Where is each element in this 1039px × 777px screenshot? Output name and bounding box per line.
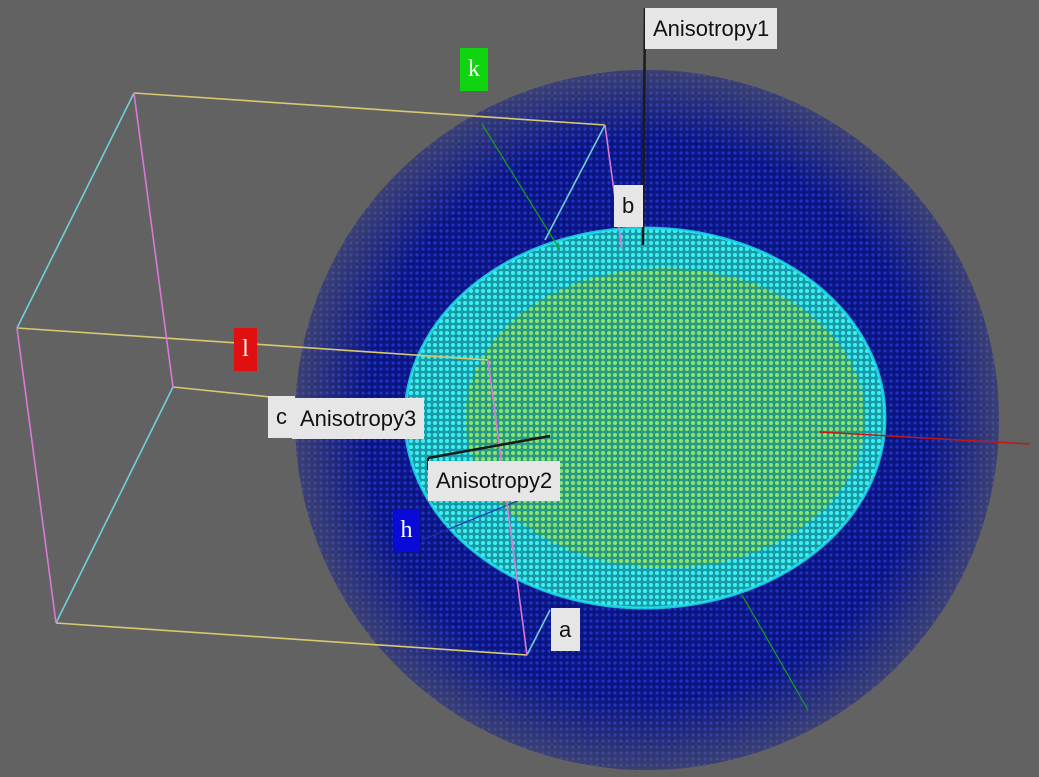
anisotropy3-label: Anisotropy3 — [292, 398, 425, 439]
a-axis-label: a — [551, 608, 580, 651]
anisotropy1-label: Anisotropy1 — [645, 8, 778, 49]
k-axis-line-lower — [741, 594, 809, 711]
l-axis-label: l — [234, 328, 257, 371]
anisotropy2-label: Anisotropy2 — [428, 461, 561, 501]
inner-core — [465, 268, 865, 568]
anisotropy1-vector — [641, 7, 647, 246]
h-axis-label: h — [393, 510, 420, 552]
anisotropy3-vector — [427, 434, 551, 460]
c-axis-label: c — [268, 396, 295, 438]
unit-cell-box — [16, 92, 623, 656]
b-axis-label: b — [614, 185, 643, 227]
h-axis-line — [421, 499, 521, 541]
k-axis-label: k — [460, 48, 488, 91]
l-axis-line — [819, 431, 1031, 445]
k-axis-line — [481, 123, 561, 251]
